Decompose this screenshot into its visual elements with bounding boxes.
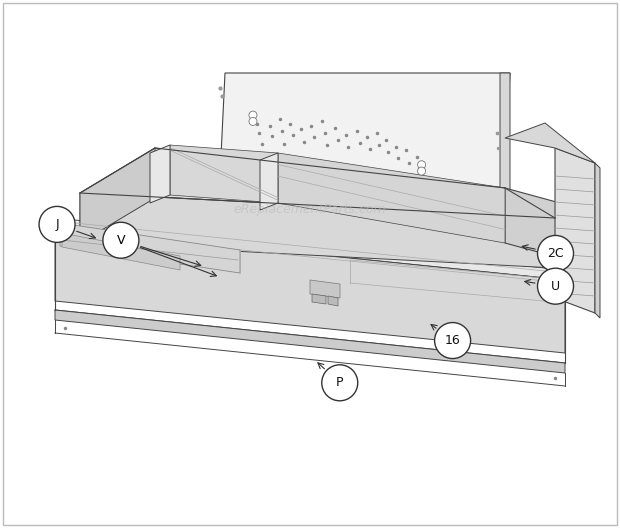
Polygon shape (312, 294, 326, 304)
Text: 16: 16 (445, 334, 461, 347)
Polygon shape (55, 228, 565, 353)
Polygon shape (150, 145, 170, 203)
Circle shape (538, 268, 574, 304)
Polygon shape (505, 123, 595, 163)
Circle shape (249, 117, 257, 126)
Polygon shape (328, 296, 338, 306)
Polygon shape (62, 233, 180, 270)
Circle shape (538, 235, 574, 271)
Circle shape (435, 323, 471, 359)
Circle shape (103, 222, 139, 258)
Polygon shape (310, 280, 340, 298)
Polygon shape (55, 310, 565, 373)
Circle shape (418, 167, 425, 175)
Polygon shape (80, 148, 155, 243)
Polygon shape (278, 153, 505, 243)
Polygon shape (170, 145, 278, 203)
Polygon shape (215, 73, 510, 280)
Polygon shape (80, 193, 555, 268)
Circle shape (322, 365, 358, 401)
Polygon shape (595, 163, 600, 318)
Polygon shape (215, 280, 510, 286)
Polygon shape (260, 153, 278, 210)
Text: P: P (336, 376, 343, 389)
Polygon shape (500, 73, 510, 280)
Text: U: U (551, 280, 560, 293)
Polygon shape (505, 188, 560, 258)
Text: V: V (117, 234, 125, 247)
Text: eReplacementParts.com: eReplacementParts.com (234, 203, 386, 216)
Circle shape (249, 111, 257, 119)
Circle shape (418, 161, 425, 169)
Polygon shape (80, 148, 555, 218)
Circle shape (39, 206, 75, 242)
Polygon shape (60, 223, 240, 273)
Polygon shape (555, 148, 595, 313)
Text: J: J (55, 218, 59, 231)
Polygon shape (55, 218, 565, 280)
Text: 2C: 2C (547, 247, 564, 260)
